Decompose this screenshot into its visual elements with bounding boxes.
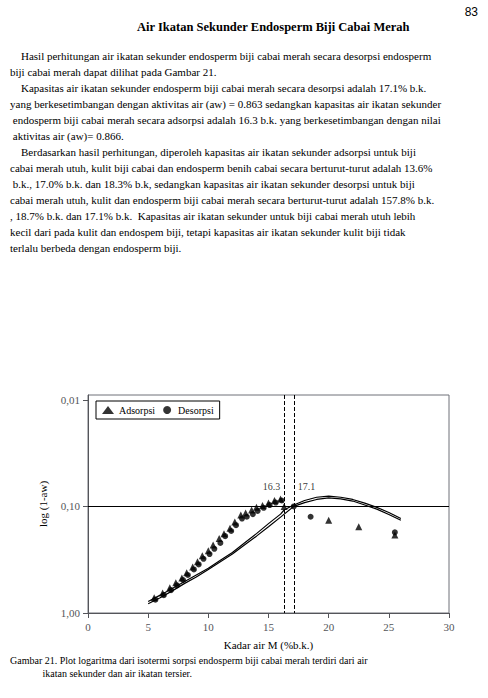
svg-text:15: 15 bbox=[263, 621, 275, 633]
svg-text:10: 10 bbox=[203, 621, 215, 633]
svg-text:aktivitas air (aw)= 0.866.: aktivitas air (aw)= 0.866. bbox=[10, 130, 124, 143]
svg-text:Hasil perhitungan air ikatan s: Hasil perhitungan air ikatan sekunder en… bbox=[10, 50, 434, 62]
svg-text:0: 0 bbox=[85, 621, 91, 633]
svg-text:16.3: 16.3 bbox=[263, 481, 281, 492]
svg-text:terlalu berbeda dengan endospe: terlalu berbeda dengan endosperm biji. bbox=[10, 242, 182, 254]
svg-text:Gambar 21. Plot logaritma dari: Gambar 21. Plot logaritma dari isotermi … bbox=[10, 655, 368, 666]
svg-text:17.1: 17.1 bbox=[298, 481, 316, 492]
svg-text:b.k., 17.0% b.k. dan 18.3% b.k: b.k., 17.0% b.k. dan 18.3% b.k, sedangka… bbox=[10, 178, 418, 190]
svg-text:cabai merah utuh, kulit dan en: cabai merah utuh, kulit dan endosperm bi… bbox=[10, 194, 435, 206]
svg-text:0,10: 0,10 bbox=[61, 500, 81, 512]
svg-text:Adsorpsi: Adsorpsi bbox=[119, 405, 155, 416]
svg-text:Kadar air M (%b.k.): Kadar air M (%b.k.) bbox=[224, 639, 314, 652]
svg-text:log (1-aw): log (1-aw) bbox=[37, 481, 50, 527]
svg-text:1,00: 1,00 bbox=[61, 607, 81, 619]
svg-text:kecil dari pada kulit dan endo: kecil dari pada kulit dan endospem biji,… bbox=[10, 226, 408, 238]
svg-text:endosperm biji cabai merah sec: endosperm biji cabai merah secara adsorp… bbox=[10, 114, 441, 126]
svg-text:Desorpsi: Desorpsi bbox=[178, 405, 214, 416]
svg-text:Air Ikatan Sekunder Endosperm: Air Ikatan Sekunder Endosperm Biji Cabai… bbox=[137, 20, 410, 34]
svg-text:30: 30 bbox=[444, 621, 456, 633]
svg-text:25: 25 bbox=[383, 621, 395, 633]
svg-text:ikatan sekunder dan air ikatan: ikatan sekunder dan air ikatan tersier. bbox=[10, 668, 192, 679]
svg-text:5: 5 bbox=[145, 621, 151, 633]
svg-text:Berdasarkan hasil perhitungan,: Berdasarkan hasil perhitungan, diperoleh… bbox=[10, 146, 419, 158]
svg-text:cabai merah utuh, kulit biji c: cabai merah utuh, kulit biji cabai dan e… bbox=[10, 162, 432, 174]
svg-text:yang berkesetimbangan dengan a: yang berkesetimbangan dengan aktivitas a… bbox=[10, 98, 441, 111]
svg-text:83: 83 bbox=[465, 5, 479, 19]
svg-text:0,01: 0,01 bbox=[61, 394, 80, 406]
svg-text:Kapasitas air ikatan sekunder: Kapasitas air ikatan sekunder endosperm … bbox=[10, 82, 429, 94]
svg-text:, 18.7% b.k. dan 17.1% b.k. K: , 18.7% b.k. dan 17.1% b.k. Kapasitas ai… bbox=[10, 210, 418, 222]
svg-text:20: 20 bbox=[323, 621, 335, 633]
svg-text:biji cabai merah dapat dilihat: biji cabai merah dapat dilihat pada Gamb… bbox=[10, 66, 217, 78]
